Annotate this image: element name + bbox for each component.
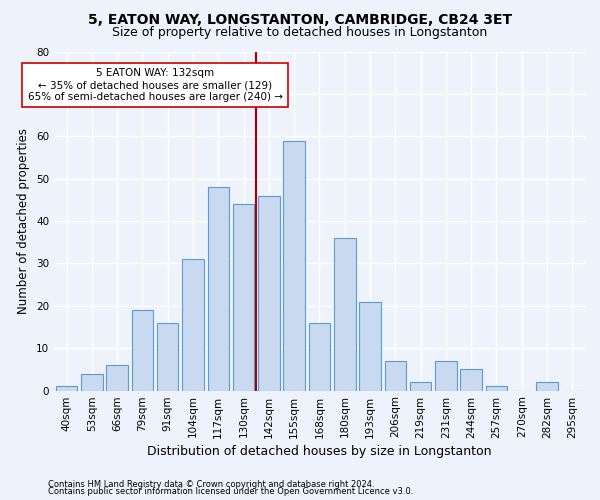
Bar xyxy=(81,374,103,390)
Bar xyxy=(460,370,482,390)
Text: Contains public sector information licensed under the Open Government Licence v3: Contains public sector information licen… xyxy=(48,487,413,496)
Bar xyxy=(334,238,356,390)
Bar xyxy=(410,382,431,390)
Text: Size of property relative to detached houses in Longstanton: Size of property relative to detached ho… xyxy=(112,26,488,39)
Bar xyxy=(182,259,204,390)
Bar xyxy=(486,386,507,390)
Bar xyxy=(309,323,330,390)
Bar xyxy=(233,204,254,390)
Bar xyxy=(208,187,229,390)
Text: Contains HM Land Registry data © Crown copyright and database right 2024.: Contains HM Land Registry data © Crown c… xyxy=(48,480,374,489)
Bar xyxy=(536,382,558,390)
Text: 5, EATON WAY, LONGSTANTON, CAMBRIDGE, CB24 3ET: 5, EATON WAY, LONGSTANTON, CAMBRIDGE, CB… xyxy=(88,12,512,26)
Bar xyxy=(359,302,381,390)
Bar xyxy=(157,323,178,390)
X-axis label: Distribution of detached houses by size in Longstanton: Distribution of detached houses by size … xyxy=(147,444,492,458)
Bar xyxy=(435,361,457,390)
Bar xyxy=(258,196,280,390)
Bar xyxy=(283,140,305,390)
Bar xyxy=(56,386,77,390)
Y-axis label: Number of detached properties: Number of detached properties xyxy=(17,128,31,314)
Bar xyxy=(106,365,128,390)
Bar xyxy=(131,310,153,390)
Text: 5 EATON WAY: 132sqm
← 35% of detached houses are smaller (129)
65% of semi-detac: 5 EATON WAY: 132sqm ← 35% of detached ho… xyxy=(28,68,283,102)
Bar xyxy=(385,361,406,390)
